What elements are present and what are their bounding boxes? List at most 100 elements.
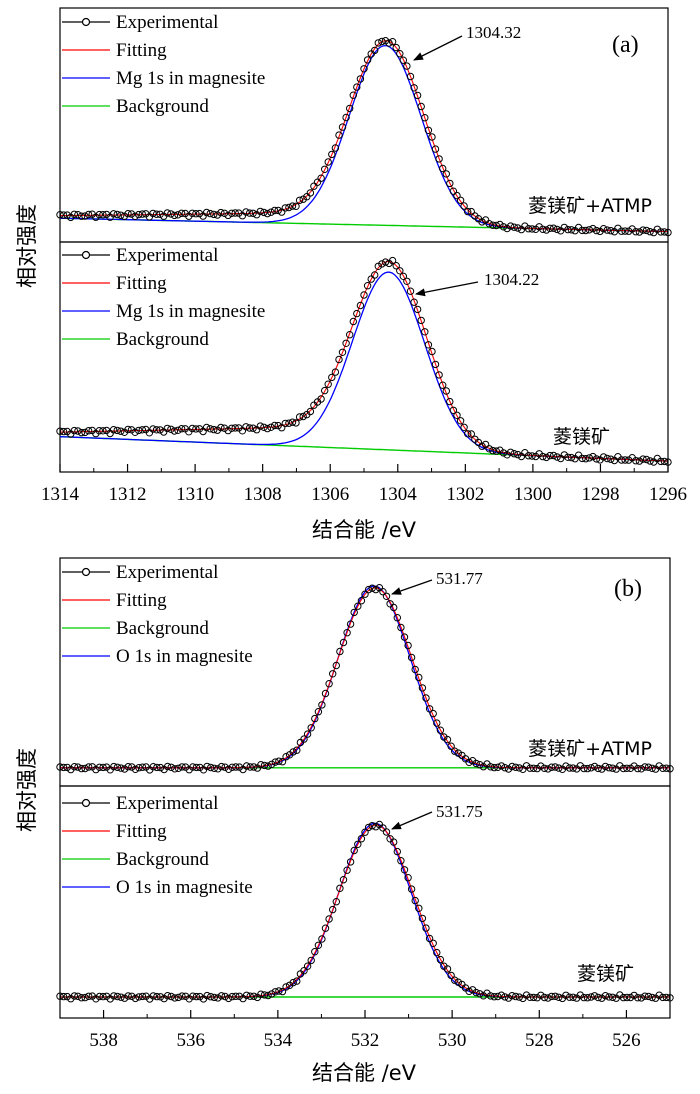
experimental-point bbox=[189, 763, 197, 771]
experimental-point bbox=[601, 992, 610, 1000]
x-tick-label: 1312 bbox=[109, 484, 147, 505]
experimental-point bbox=[454, 749, 462, 757]
experimental-point bbox=[603, 454, 611, 463]
experimental-point bbox=[131, 212, 139, 221]
experimental-point bbox=[357, 597, 366, 605]
x-tick-label: 536 bbox=[176, 1030, 205, 1051]
experimental-point bbox=[529, 764, 538, 772]
experimental-point bbox=[660, 228, 669, 236]
legend: Experimental Fitting Background O 1s in … bbox=[62, 562, 253, 667]
experimental-point bbox=[553, 453, 561, 461]
experimental-point bbox=[317, 174, 325, 182]
experimental-point bbox=[439, 164, 447, 173]
experimental-point bbox=[418, 684, 427, 692]
experimental-point bbox=[281, 419, 289, 428]
experimental-point bbox=[242, 423, 250, 431]
experimental-point bbox=[364, 585, 373, 594]
x-tick-label: 1314 bbox=[41, 484, 80, 505]
experimental-point bbox=[442, 387, 450, 395]
experimental-point bbox=[250, 992, 258, 1000]
x-tick-label: 538 bbox=[89, 1030, 118, 1051]
experimental-point bbox=[156, 993, 165, 1001]
experimental-point bbox=[311, 948, 319, 956]
legend-label-experimental: Experimental bbox=[116, 12, 218, 33]
experimental-point bbox=[406, 287, 415, 295]
experimental-point bbox=[399, 56, 407, 64]
x-tick-label: 1298 bbox=[581, 484, 619, 505]
experimental-point bbox=[281, 204, 289, 212]
experimental-point bbox=[192, 210, 200, 218]
experimental-point bbox=[217, 762, 226, 771]
experimental-point bbox=[56, 763, 64, 771]
experimental-point bbox=[149, 763, 158, 771]
experimental-point bbox=[589, 452, 597, 461]
experimental-point bbox=[156, 763, 165, 772]
experimental-point bbox=[608, 993, 617, 1001]
experimental-point bbox=[393, 847, 401, 856]
experimental-point bbox=[138, 763, 147, 771]
peak-label: 531.75 bbox=[436, 802, 483, 821]
experimental-point bbox=[285, 419, 293, 427]
experimental-point bbox=[551, 763, 559, 771]
experimental-point bbox=[361, 590, 369, 598]
legend-label-fitting: Fitting bbox=[116, 821, 167, 842]
experimental-point bbox=[77, 764, 86, 773]
panel-b: Experimental Fitting Background O 1s in … bbox=[15, 557, 674, 1085]
experimental-point bbox=[385, 39, 393, 47]
experimental-point bbox=[335, 355, 343, 364]
experimental-point bbox=[288, 418, 297, 426]
peak-arrow bbox=[391, 811, 433, 830]
experimental-point bbox=[662, 764, 671, 772]
experimental-point bbox=[231, 424, 239, 432]
experimental-point bbox=[177, 209, 186, 218]
experimental-point bbox=[270, 206, 279, 215]
experimental-point bbox=[300, 735, 308, 743]
experimental-point bbox=[585, 454, 593, 462]
experimental-point bbox=[70, 992, 79, 1000]
legend-label-background: Background bbox=[116, 618, 209, 639]
experimental-point bbox=[303, 730, 312, 738]
legend-label-experimental: Experimental bbox=[116, 793, 218, 814]
experimental-point bbox=[332, 661, 340, 670]
experimental-point bbox=[109, 210, 118, 218]
experimental-point bbox=[63, 992, 71, 1001]
experimental-point bbox=[178, 992, 186, 1000]
experimental-point bbox=[528, 452, 536, 460]
experimental-point bbox=[156, 210, 164, 219]
experimental-point bbox=[354, 602, 362, 610]
experimental-point bbox=[84, 210, 93, 219]
experimental-point bbox=[270, 421, 279, 430]
experimental-point bbox=[514, 224, 522, 232]
experimental-point bbox=[637, 994, 645, 1002]
sample-label: 菱镁矿+ATMP bbox=[528, 195, 652, 217]
experimental-point bbox=[454, 978, 462, 986]
experimental-point bbox=[77, 428, 86, 437]
experimental-point bbox=[547, 992, 556, 1001]
experimental-point bbox=[641, 992, 649, 1000]
experimental-point bbox=[92, 765, 100, 774]
experimental-point bbox=[648, 764, 656, 772]
experimental-point bbox=[379, 824, 387, 832]
experimental-point bbox=[428, 347, 436, 356]
experimental-point bbox=[605, 764, 613, 772]
experimental-point bbox=[429, 939, 437, 947]
experimental-point bbox=[617, 456, 626, 464]
experimental-point bbox=[268, 990, 276, 998]
experimental-point bbox=[486, 992, 495, 1000]
experimental-point bbox=[465, 987, 473, 995]
experimental-point bbox=[617, 227, 626, 235]
experimental-point bbox=[415, 673, 423, 682]
experimental-point bbox=[489, 446, 497, 455]
experimental-point bbox=[318, 935, 326, 943]
experimental-point bbox=[374, 39, 382, 47]
experimental-point bbox=[171, 994, 179, 1002]
experimental-point bbox=[306, 407, 315, 416]
experimental-point bbox=[74, 211, 82, 219]
experimental-point bbox=[331, 144, 340, 152]
experimental-point bbox=[74, 992, 82, 1000]
experimental-point bbox=[300, 967, 308, 975]
experimental-point bbox=[260, 423, 268, 431]
data-series bbox=[56, 256, 672, 466]
x-tick-label: 530 bbox=[438, 1030, 467, 1051]
experimental-point bbox=[397, 857, 405, 865]
